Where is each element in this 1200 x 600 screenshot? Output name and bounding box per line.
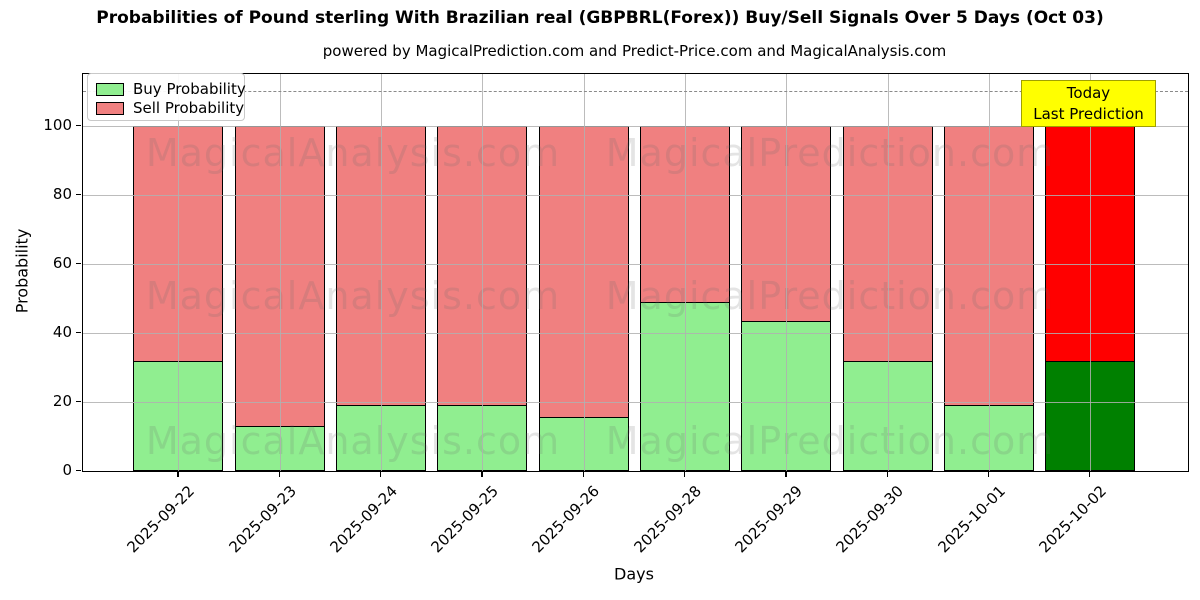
h-gridline <box>83 263 1188 265</box>
today-annotation: Today Last Prediction <box>1021 80 1156 127</box>
x-tick-mark <box>987 472 990 477</box>
y-tick-label: 20 <box>52 391 72 410</box>
y-tick-mark <box>76 331 81 334</box>
watermark-layer: MagicalAnalysis.com MagicalPrediction.com… <box>83 74 1188 471</box>
y-tick-label: 100 <box>43 115 72 134</box>
grid-layer <box>83 74 1188 471</box>
watermark-text: MagicalPrediction.com <box>605 274 1055 318</box>
x-tick-mark <box>380 472 382 477</box>
v-gridline <box>381 74 382 471</box>
h-gridline <box>83 401 1188 403</box>
x-tick-label: 2025-09-26 <box>528 482 604 557</box>
watermark-text: MagicalAnalysis.com <box>145 131 561 175</box>
x-tick-label: 2025-09-25 <box>427 482 503 557</box>
plot-area: MagicalAnalysis.com MagicalPrediction.com… <box>82 73 1189 472</box>
y-tick-label: 40 <box>52 322 72 341</box>
y-tick-label: 80 <box>52 184 72 203</box>
y-tick-label: 60 <box>52 253 72 272</box>
legend-label-buy: Buy Probability <box>133 80 246 98</box>
x-tick-mark <box>177 472 179 477</box>
x-tick-label: 2025-10-01 <box>934 482 1009 557</box>
x-tick-mark <box>683 472 686 477</box>
legend-label-sell: Sell Probability <box>133 99 245 117</box>
x-tick-mark <box>886 472 888 477</box>
x-tick-mark <box>1089 472 1091 477</box>
h-gridline <box>83 194 1188 196</box>
watermark-text: MagicalAnalysis.com <box>145 274 561 318</box>
x-tick-mark <box>278 472 281 477</box>
buy-probability-swatch <box>96 83 124 96</box>
x-tick-mark <box>785 472 787 477</box>
chart-subtitle: powered by MagicalPrediction.com and Pre… <box>322 42 947 60</box>
today-annotation-line1: Today <box>1066 84 1111 102</box>
sell-probability-swatch <box>96 102 124 115</box>
today-annotation-line2: Last Prediction <box>1033 105 1144 123</box>
watermark-text: MagicalPrediction.com <box>605 419 1055 463</box>
x-tick-mark <box>481 472 483 477</box>
v-gridline <box>988 74 990 471</box>
v-gridline <box>279 74 281 471</box>
v-gridline <box>1090 74 1092 471</box>
x-tick-label: 2025-09-22 <box>123 482 199 557</box>
v-gridline <box>178 74 180 471</box>
watermark-text: MagicalPrediction.com <box>605 131 1055 175</box>
x-tick-label: 2025-09-28 <box>630 482 705 557</box>
h-gridline <box>83 332 1188 334</box>
watermark-text: MagicalAnalysis.com <box>145 419 561 463</box>
x-tick-label: 2025-09-29 <box>731 482 806 557</box>
legend-item-buy: Buy Probability <box>96 80 246 99</box>
y-tick-mark <box>76 262 81 265</box>
v-gridline <box>482 74 484 471</box>
y-tick-mark <box>76 193 81 196</box>
v-gridline <box>684 74 686 471</box>
x-tick-label: 2025-09-24 <box>326 482 401 557</box>
x-axis-label: Days <box>614 564 654 584</box>
y-tick-mark <box>76 124 81 127</box>
legend: Buy Probability Sell Probability <box>87 73 246 121</box>
v-gridline <box>583 74 585 471</box>
dashed-threshold-line <box>83 91 1188 93</box>
chart-title: Probabilities of Pound sterling With Bra… <box>96 8 1104 28</box>
v-gridline <box>786 74 788 471</box>
y-tick-mark <box>76 470 81 472</box>
legend-item-sell: Sell Probability <box>96 99 244 118</box>
y-tick-label: 0 <box>62 461 72 479</box>
x-tick-label: 2025-09-30 <box>832 482 908 557</box>
x-tick-label: 2025-10-02 <box>1035 482 1110 557</box>
h-gridline <box>83 125 1188 127</box>
v-gridline <box>887 74 889 471</box>
x-tick-label: 2025-09-23 <box>225 482 300 557</box>
x-tick-mark <box>582 472 584 477</box>
y-tick-mark <box>76 400 81 403</box>
